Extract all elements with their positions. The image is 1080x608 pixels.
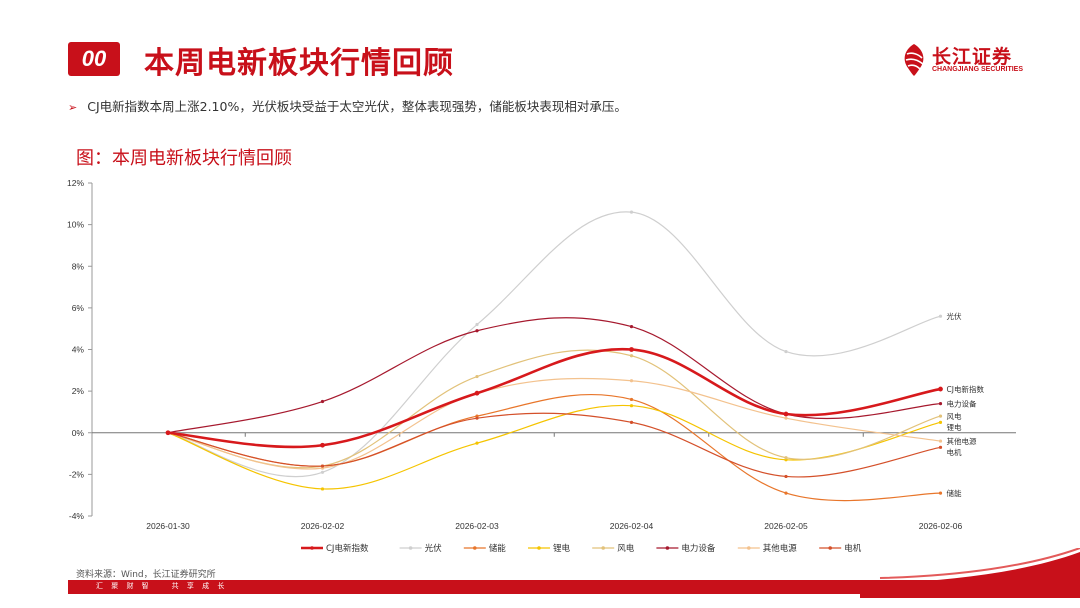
series-line [167, 377, 941, 470]
x-tick-label: 2026-01-30 [146, 521, 190, 531]
summary-bullet: ➢ CJ电新指数本周上涨2.10%，光伏板块受益于太空光伏，整体表现强势，储能板块… [68, 96, 627, 115]
y-tick-label: 0% [72, 428, 85, 438]
legend-marker [665, 546, 670, 550]
series-end-label: 储能 [947, 488, 962, 498]
data-point [629, 354, 634, 358]
data-point [938, 402, 943, 406]
legend-label: 电机 [844, 543, 862, 554]
y-tick-label: 4% [72, 345, 85, 355]
figure-title: 图：本周电新板块行情回顾 [76, 148, 292, 169]
data-point [629, 379, 634, 383]
page-title: 本周电新板块行情回顾 [144, 46, 454, 81]
y-tick-label: 8% [72, 261, 85, 271]
data-point [320, 470, 325, 474]
legend-label: 光伏 [425, 543, 443, 554]
x-tick-label: 2026-02-03 [455, 521, 499, 531]
data-point [629, 347, 634, 352]
data-point [784, 491, 788, 495]
summary-text: CJ电新指数本周上涨2.10%，光伏板块受益于太空光伏，整体表现强势，储能板块表… [87, 99, 627, 114]
data-point [784, 349, 788, 354]
data-point [475, 441, 479, 445]
logo-chinese-name: 长江证券 [932, 46, 1013, 68]
y-tick-label: 2% [72, 386, 85, 396]
data-point [938, 445, 943, 449]
data-point [629, 420, 634, 424]
legend-marker [408, 546, 413, 550]
series-end-label: CJ电新指数 [947, 384, 985, 394]
y-tick-label: 10% [67, 220, 84, 230]
x-tick-label: 2026-02-05 [764, 521, 808, 531]
series-line [167, 349, 941, 469]
data-point [783, 411, 789, 417]
data-point [320, 399, 325, 404]
legend-label: 其他电源 [763, 543, 798, 554]
series-line [167, 211, 941, 478]
data-point [629, 325, 634, 329]
section-number: 00 [81, 46, 107, 71]
series-end-label: 风电 [947, 411, 962, 421]
legend-marker [310, 546, 314, 550]
logo-emblem-icon [904, 44, 924, 76]
data-point [475, 416, 479, 420]
data-point [784, 456, 788, 460]
data-point [938, 420, 943, 424]
legend-marker [473, 546, 477, 550]
series-end-label: 光伏 [947, 311, 962, 321]
data-point [475, 374, 479, 379]
data-point [784, 416, 788, 420]
data-point [320, 464, 325, 468]
legend-label: CJ电新指数 [326, 543, 369, 554]
y-tick-label: 12% [67, 178, 84, 188]
data-point [320, 442, 325, 448]
legend-label: 风电 [617, 543, 635, 554]
data-point [629, 397, 634, 402]
data-point [784, 474, 788, 479]
data-point [165, 430, 171, 436]
data-point [938, 439, 943, 443]
logo-english-name: CHANGJIANG SECURITIES [932, 66, 1024, 73]
legend-label: 电力设备 [681, 543, 716, 554]
y-tick-label: -4% [69, 511, 85, 521]
company-logo: 长江证券 CHANGJIANG SECURITIES [898, 42, 1028, 78]
data-point [474, 390, 480, 396]
series-line [167, 412, 941, 478]
data-point [629, 404, 634, 408]
data-point [320, 487, 325, 491]
data-point [475, 329, 479, 333]
data-point [938, 491, 943, 495]
data-point [629, 210, 634, 214]
y-tick-label: 6% [72, 303, 85, 313]
legend-marker [747, 546, 751, 550]
footer-bar [68, 580, 1080, 594]
legend-marker [828, 546, 832, 550]
x-tick-label: 2026-02-02 [301, 521, 345, 531]
series-end-label: 其他电源 [947, 436, 977, 446]
x-tick-label: 2026-02-06 [919, 521, 963, 531]
legend-marker [601, 546, 605, 550]
data-point [938, 414, 943, 418]
data-point [475, 322, 479, 327]
series-line [167, 347, 941, 449]
footer-slogan: 汇 聚 财 智 共 享 成 长 [96, 582, 228, 590]
legend-label: 储能 [489, 543, 507, 554]
section-number-badge: 00 [68, 42, 120, 76]
series-end-label: 电力设备 [947, 399, 977, 409]
x-tick-label: 2026-02-04 [610, 521, 654, 531]
legend-marker [537, 546, 541, 550]
y-tick-label: -2% [69, 469, 85, 479]
series-line [167, 317, 941, 434]
data-source-note: 资料来源：Wind，长江证券研究所 [76, 570, 216, 580]
data-point [938, 314, 943, 318]
bullet-arrow-icon: ➢ [68, 101, 78, 114]
series-end-label: 电机 [947, 447, 962, 457]
data-point [938, 386, 943, 392]
series-end-label: 锂电 [947, 422, 962, 432]
legend-label: 锂电 [553, 543, 571, 554]
